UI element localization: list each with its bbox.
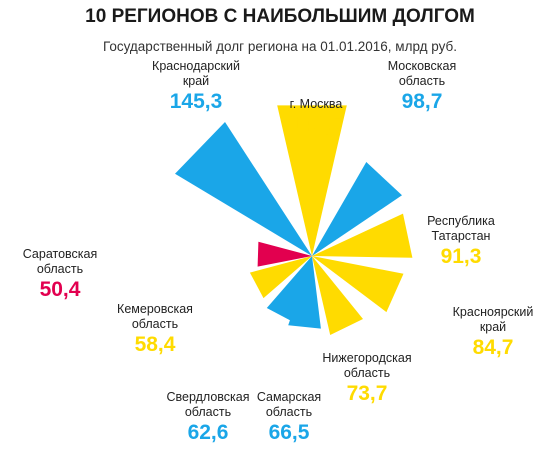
region-value-10: 50,4 xyxy=(40,278,81,301)
region-value-1: 145,3 xyxy=(170,90,223,113)
bars-group xyxy=(175,105,413,335)
bar-9 xyxy=(249,256,312,299)
bar-5 xyxy=(312,256,404,313)
region-name-8: область xyxy=(185,405,231,419)
bar-10 xyxy=(257,241,312,267)
region-value-2: 140,5 xyxy=(290,113,343,136)
region-name-9: Кемеровская xyxy=(117,302,193,316)
region-name-1: Краснодарский xyxy=(152,59,240,73)
chart-title: 10 РЕГИОНОВ С НАИБОЛЬШИМ ДОЛГОМ xyxy=(85,6,475,27)
bar-6 xyxy=(312,256,363,335)
region-name-3: область xyxy=(399,74,445,88)
region-name-8: Свердловская xyxy=(166,390,249,404)
region-name-4: Татарстан xyxy=(432,229,491,243)
region-value-8: 62,6 xyxy=(188,421,229,444)
region-name-6: Нижегородская xyxy=(322,351,411,365)
bar-1 xyxy=(175,122,312,256)
region-name-3: Московская xyxy=(388,59,457,73)
region-name-5: Красноярский xyxy=(453,305,534,319)
region-name-1: край xyxy=(183,74,209,88)
bar-4 xyxy=(312,213,413,258)
region-value-7: 66,5 xyxy=(269,421,310,444)
region-name-7: область xyxy=(266,405,312,419)
region-value-4: 91,3 xyxy=(441,245,482,268)
region-name-10: Саратовская xyxy=(23,247,98,261)
region-name-10: область xyxy=(37,262,83,276)
region-value-5: 84,7 xyxy=(473,336,514,359)
region-value-3: 98,7 xyxy=(402,90,443,113)
region-value-9: 58,4 xyxy=(135,333,176,356)
region-name-7: Самарская xyxy=(257,390,321,404)
region-value-6: 73,7 xyxy=(347,382,388,405)
region-name-9: область xyxy=(132,317,178,331)
region-name-6: область xyxy=(344,366,390,380)
region-name-4: Республика xyxy=(427,214,495,228)
region-name-2: г. Москва xyxy=(290,97,343,111)
chart-subtitle: Государственный долг региона на 01.01.20… xyxy=(103,39,457,54)
bar-2 xyxy=(277,105,347,257)
bar-3 xyxy=(312,162,402,256)
region-name-5: край xyxy=(480,320,506,334)
bar-8 xyxy=(266,256,312,323)
